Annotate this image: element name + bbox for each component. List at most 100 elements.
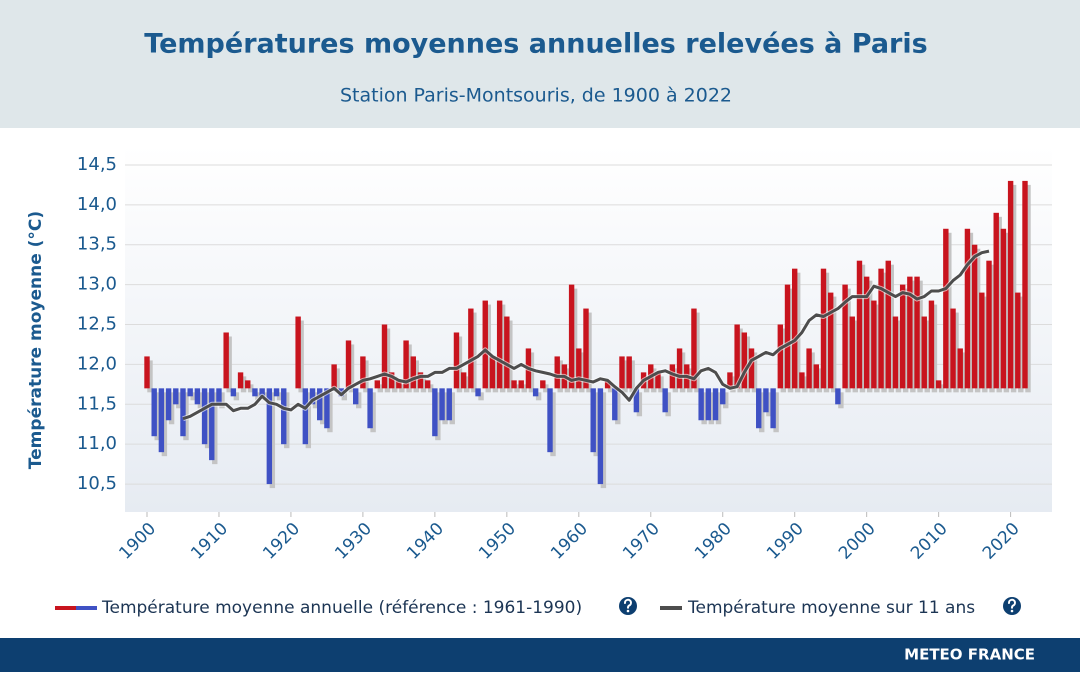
bar-shadow [687,368,693,393]
bar-shadow [701,392,707,425]
legend: Température moyenne annuelle (référence … [55,597,1021,618]
bar-shadow [651,368,657,393]
bar-shadow [759,392,765,433]
bar [374,380,380,389]
bar-shadow [579,352,585,393]
bar-shadow [615,392,621,425]
bar-shadow [982,296,988,393]
x-tick-label: 1960 [547,519,592,564]
bar [827,292,834,389]
bar-shadow [348,344,355,393]
bar [273,388,280,397]
bar [151,388,157,437]
bar-shadow [514,384,520,393]
bar [446,388,452,421]
bar [720,388,726,405]
bar-shadow [838,392,844,409]
bar [540,380,546,389]
bar [993,212,999,389]
bar-shadow [226,336,232,393]
bar-shadow [830,296,837,393]
bar-shadow [327,392,333,433]
bar [410,356,416,389]
bar-shadow [1025,184,1031,393]
bar [619,356,625,389]
help-icon-glyph [624,598,632,609]
legend-label: Température moyenne annuelle (référence … [101,598,582,618]
bar [806,348,812,389]
x-tick-label: 1970 [619,519,664,564]
bar-shadow [708,392,715,425]
chart-subtitle: Station Paris-Montsouris, de 1900 à 2022 [340,85,732,107]
bar [899,284,906,389]
bar [727,372,733,389]
bar-shadow [204,392,211,449]
bar [943,228,949,389]
bar [504,316,510,389]
bar [856,260,863,389]
bar [878,268,884,389]
x-tick-label: 1950 [475,519,520,564]
bar-shadow [795,272,801,393]
moving-average-line [182,249,990,421]
bar-shadow [802,376,808,393]
bar-shadow [960,352,966,393]
bar-shadow [147,360,153,393]
bar [173,388,179,405]
bar-shadow [1018,296,1024,393]
x-tick-label: 1930 [331,519,376,564]
bar-shadow [356,392,362,409]
bar [295,316,301,389]
bar [230,388,237,397]
bar-shadow [679,352,686,393]
bar [691,308,697,389]
bar-shadow [924,320,930,393]
help-icon-glyph [626,609,630,613]
y-tick-label: 14,0 [77,194,117,215]
bar-shadow [305,392,312,449]
bar [576,348,582,389]
bar [597,388,604,485]
bar [871,300,877,389]
bar [223,332,229,389]
bar-shadow [629,360,635,393]
bar [266,388,273,485]
bar-shadow [1010,184,1017,393]
bar-shadow [715,392,722,425]
bar-shadow [737,328,743,393]
bar [835,388,841,405]
bar-shadow [248,384,254,393]
bar [971,244,978,389]
legend-label: Température moyenne sur 11 ans [687,598,975,618]
bar [554,356,560,389]
bar [583,308,589,389]
y-tick-label: 12,0 [77,353,117,374]
bar [928,300,935,389]
bar-shadow [852,320,858,393]
bar-shadow [255,392,261,401]
bar-shadow [780,328,787,393]
bar [245,380,251,389]
bar [698,388,704,421]
bar-shadow [284,392,290,449]
bar-shadow [435,392,441,441]
bar-shadow [917,280,923,393]
x-tick-label: 1900 [115,519,160,564]
bar [741,332,748,389]
bar-shadow [953,312,959,393]
bar [259,388,265,397]
bar [511,380,517,389]
bar-shadow [600,392,607,489]
x-tick-label: 1910 [187,519,232,564]
bar [468,308,474,389]
bar-shadow [751,352,758,393]
bar [712,388,719,421]
bar [165,388,172,421]
bar [756,388,762,429]
bar-shadow [176,392,182,409]
bar [590,388,596,453]
bar-shadow [478,392,484,401]
bar-shadow [881,272,887,393]
bar-shadow [730,376,736,393]
